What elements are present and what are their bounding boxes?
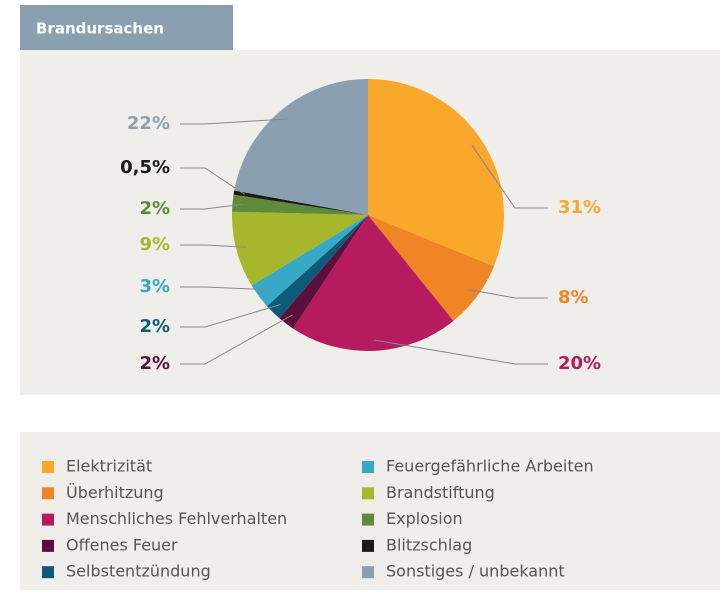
legend-swatch: [42, 513, 54, 526]
value-label: 2%: [139, 316, 170, 337]
legend-label: Elektrizität: [66, 457, 152, 476]
pie-slice: [368, 79, 504, 267]
legend-swatch: [42, 566, 54, 579]
value-label: 3%: [139, 276, 170, 297]
value-label: 0,5%: [120, 157, 170, 178]
legend-label: Menschliches Fehlverhalten: [66, 509, 287, 528]
legend-label: Explosion: [386, 509, 463, 528]
value-label: 9%: [139, 234, 170, 255]
value-label: 2%: [139, 353, 170, 374]
legend-label: Offenes Feuer: [66, 535, 178, 554]
legend-swatch: [362, 461, 374, 473]
value-label: 31%: [558, 197, 601, 218]
pie-slice: [232, 211, 368, 286]
pie-slice: [267, 215, 368, 319]
value-label: 22%: [127, 113, 170, 134]
leader-line: [468, 289, 548, 299]
chart-title: Brandursachen: [36, 20, 164, 38]
legend-label: Überhitzung: [66, 483, 164, 502]
pie-slice: [293, 215, 454, 352]
value-label: 8%: [558, 287, 589, 308]
legend-label: Brandstiftung: [386, 483, 495, 502]
legend-swatch: [362, 513, 374, 526]
pie-slice: [368, 215, 494, 321]
leader-line: [180, 203, 244, 210]
leader-line: [180, 118, 288, 125]
legend-swatch: [42, 539, 54, 552]
legend-label: Selbstentzündung: [66, 562, 211, 581]
pie-slice: [233, 190, 368, 215]
leader-line: [471, 144, 548, 209]
legend-label: Feuergefährliche Arbeiten: [386, 457, 594, 476]
legend-swatch: [42, 461, 54, 473]
legend-swatch: [362, 539, 374, 552]
legend-swatch: [42, 487, 54, 500]
legend-swatch: [362, 487, 374, 500]
leader-line: [373, 339, 548, 365]
value-label: 2%: [139, 198, 170, 219]
pie-slice: [251, 215, 368, 307]
pie-slice: [234, 79, 368, 215]
leader-line: [180, 244, 248, 248]
pie-slice: [279, 215, 368, 329]
legend-label: Sonstiges / unbekannt: [386, 562, 565, 581]
legend-swatch: [362, 566, 374, 579]
leader-line: [180, 167, 245, 195]
title-tab: [20, 5, 233, 50]
leader-line: [180, 304, 281, 328]
leader-line: [180, 314, 293, 365]
legend-label: Blitzschlag: [386, 535, 472, 554]
leader-line: [180, 286, 268, 291]
pie-slice: [232, 194, 368, 215]
value-label: 20%: [558, 353, 601, 374]
legend-panel: [20, 432, 720, 590]
